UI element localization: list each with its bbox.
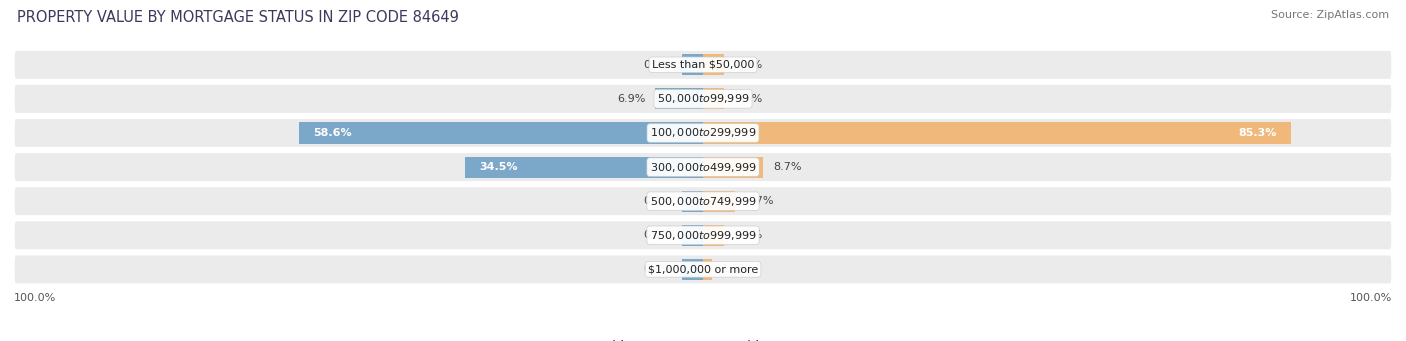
Bar — [465, 157, 703, 178]
Bar — [703, 259, 711, 280]
Text: Less than $50,000: Less than $50,000 — [652, 60, 754, 70]
Bar — [703, 54, 724, 75]
FancyBboxPatch shape — [14, 84, 1392, 114]
FancyBboxPatch shape — [14, 50, 1392, 80]
Text: 4.7%: 4.7% — [745, 196, 775, 206]
Text: 85.3%: 85.3% — [1239, 128, 1277, 138]
Text: 100.0%: 100.0% — [1350, 293, 1392, 302]
Bar — [299, 122, 703, 144]
Text: Source: ZipAtlas.com: Source: ZipAtlas.com — [1271, 10, 1389, 20]
Text: 34.5%: 34.5% — [479, 162, 517, 172]
Text: 58.6%: 58.6% — [314, 128, 352, 138]
Bar — [682, 225, 703, 246]
Text: 0.0%: 0.0% — [644, 60, 672, 70]
Text: 0.0%: 0.0% — [644, 230, 672, 240]
FancyBboxPatch shape — [14, 118, 1392, 148]
Bar — [703, 191, 735, 212]
Text: $500,000 to $749,999: $500,000 to $749,999 — [650, 195, 756, 208]
Bar — [703, 157, 763, 178]
Text: $750,000 to $999,999: $750,000 to $999,999 — [650, 229, 756, 242]
FancyBboxPatch shape — [14, 186, 1392, 216]
Text: 8.7%: 8.7% — [773, 162, 801, 172]
FancyBboxPatch shape — [14, 220, 1392, 250]
Text: $100,000 to $299,999: $100,000 to $299,999 — [650, 127, 756, 139]
FancyBboxPatch shape — [14, 152, 1392, 182]
Text: $300,000 to $499,999: $300,000 to $499,999 — [650, 161, 756, 174]
Bar — [682, 191, 703, 212]
Bar — [703, 88, 724, 109]
Text: $1,000,000 or more: $1,000,000 or more — [648, 264, 758, 275]
Text: 0.0%: 0.0% — [644, 196, 672, 206]
Text: 0.0%: 0.0% — [644, 264, 672, 275]
Text: $50,000 to $99,999: $50,000 to $99,999 — [657, 92, 749, 105]
Bar — [703, 225, 724, 246]
Legend: Without Mortgage, With Mortgage: Without Mortgage, With Mortgage — [578, 336, 828, 341]
Text: 0.0%: 0.0% — [734, 60, 762, 70]
Text: 100.0%: 100.0% — [14, 293, 56, 302]
Text: 0.0%: 0.0% — [734, 230, 762, 240]
Text: PROPERTY VALUE BY MORTGAGE STATUS IN ZIP CODE 84649: PROPERTY VALUE BY MORTGAGE STATUS IN ZIP… — [17, 10, 458, 25]
Text: 0.0%: 0.0% — [734, 94, 762, 104]
Bar — [682, 54, 703, 75]
Bar — [682, 259, 703, 280]
Bar — [655, 88, 703, 109]
Text: 6.9%: 6.9% — [617, 94, 645, 104]
Bar — [703, 122, 1291, 144]
FancyBboxPatch shape — [14, 254, 1392, 284]
Text: 1.3%: 1.3% — [723, 264, 751, 275]
